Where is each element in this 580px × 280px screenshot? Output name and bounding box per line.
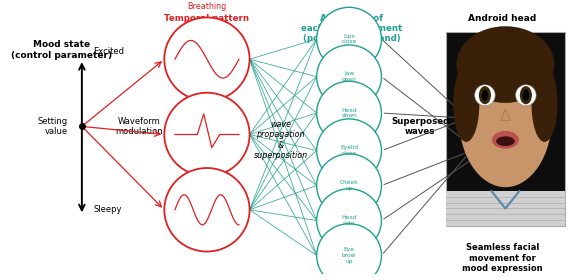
Text: Head
side: Head side (341, 215, 357, 226)
Ellipse shape (520, 86, 532, 104)
Ellipse shape (164, 93, 249, 176)
Ellipse shape (317, 154, 382, 217)
Text: Eyelid
close: Eyelid close (340, 145, 358, 156)
Text: Temporal pattern
of each
movement unit
(wave): Temporal pattern of each movement unit (… (165, 13, 249, 54)
Text: Jaw
open: Jaw open (342, 71, 357, 82)
Ellipse shape (317, 119, 382, 182)
Text: Setting
value: Setting value (38, 117, 68, 136)
Ellipse shape (317, 189, 382, 252)
Text: Superposed
waves: Superposed waves (391, 117, 450, 136)
Text: Eye
brow
up: Eye brow up (342, 247, 356, 264)
Text: Blinking: Blinking (191, 77, 223, 86)
Ellipse shape (164, 17, 249, 101)
Ellipse shape (317, 224, 382, 280)
Text: Android head: Android head (469, 13, 536, 22)
Ellipse shape (459, 48, 552, 187)
Ellipse shape (474, 85, 495, 106)
Text: Waveform
modulation: Waveform modulation (115, 117, 162, 136)
Ellipse shape (516, 85, 536, 106)
Ellipse shape (479, 86, 491, 104)
Text: ⋮: ⋮ (201, 92, 213, 105)
Bar (445, 191, 565, 226)
Text: Head
down: Head down (341, 108, 357, 118)
Ellipse shape (317, 45, 382, 108)
Ellipse shape (496, 136, 514, 146)
Text: ⋮: ⋮ (201, 168, 213, 181)
Text: Breathing: Breathing (187, 2, 227, 11)
Ellipse shape (317, 7, 382, 71)
Text: Sleepy: Sleepy (93, 205, 122, 214)
Ellipse shape (481, 90, 488, 101)
Ellipse shape (317, 81, 382, 145)
Text: Cheek
up: Cheek up (340, 180, 358, 191)
Text: Seamless facial
movement for
mood expression: Seamless facial movement for mood expres… (462, 243, 543, 273)
Text: wave
propagation
&
superposition: wave propagation & superposition (253, 120, 308, 160)
Ellipse shape (531, 65, 557, 142)
Ellipse shape (492, 131, 519, 148)
Ellipse shape (453, 65, 479, 142)
Text: Mood state
(control parameter): Mood state (control parameter) (12, 40, 113, 60)
Text: Excited: Excited (93, 47, 124, 56)
Bar (445, 32, 565, 226)
Text: Amplitude of
each part movement
(position command): Amplitude of each part movement (positio… (301, 13, 403, 43)
Ellipse shape (523, 90, 529, 101)
Ellipse shape (164, 168, 249, 251)
Text: Yawning: Yawning (191, 152, 223, 161)
Text: Lips
close: Lips close (342, 34, 357, 45)
Ellipse shape (456, 26, 554, 103)
